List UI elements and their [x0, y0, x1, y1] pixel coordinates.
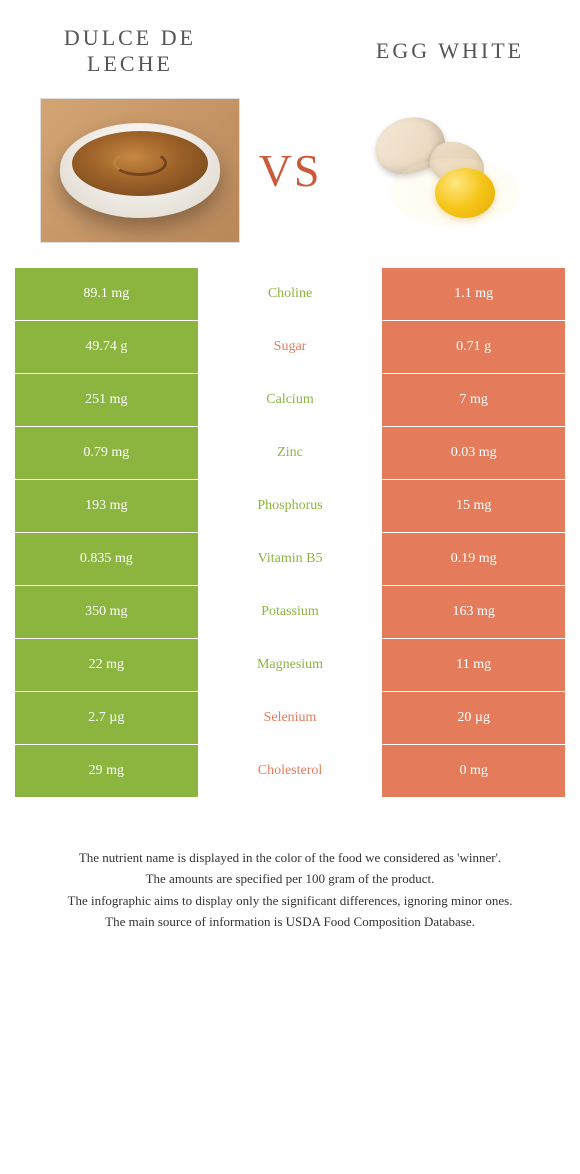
table-row: 0.79 mgZinc0.03 mg: [15, 427, 565, 480]
right-value-cell: 0.71 g: [382, 321, 565, 373]
nutrient-name-cell: Phosphorus: [199, 480, 383, 532]
nutrient-name-cell: Sugar: [199, 321, 383, 373]
right-value-cell: 15 mg: [382, 480, 565, 532]
nutrient-table: 89.1 mgCholine1.1 mg49.74 gSugar0.71 g25…: [15, 268, 565, 798]
left-value-cell: 350 mg: [15, 586, 199, 638]
left-value-cell: 2.7 µg: [15, 692, 199, 744]
table-row: 89.1 mgCholine1.1 mg: [15, 268, 565, 321]
right-value-cell: 0.19 mg: [382, 533, 565, 585]
left-value-cell: 49.74 g: [15, 321, 199, 373]
footer-line-1: The nutrient name is displayed in the co…: [25, 848, 555, 868]
table-row: 193 mgPhosphorus15 mg: [15, 480, 565, 533]
footer-line-2: The amounts are specified per 100 gram o…: [25, 869, 555, 889]
table-row: 49.74 gSugar0.71 g: [15, 321, 565, 374]
nutrient-name-cell: Potassium: [199, 586, 383, 638]
table-row: 350 mgPotassium163 mg: [15, 586, 565, 639]
left-value-cell: 22 mg: [15, 639, 199, 691]
footer-line-3: The infographic aims to display only the…: [25, 891, 555, 911]
table-row: 22 mgMagnesium11 mg: [15, 639, 565, 692]
right-value-cell: 0 mg: [382, 745, 565, 797]
right-value-cell: 1.1 mg: [382, 268, 565, 320]
infographic-container: DULCE DE LECHE EGG WHITE VS 89.1 mgCholi…: [0, 0, 580, 964]
nutrient-name-cell: Zinc: [199, 427, 383, 479]
right-value-cell: 11 mg: [382, 639, 565, 691]
nutrient-name-cell: Calcium: [199, 374, 383, 426]
nutrient-name-cell: Magnesium: [199, 639, 383, 691]
right-value-cell: 0.03 mg: [382, 427, 565, 479]
nutrient-name-cell: Vitamin B5: [199, 533, 383, 585]
right-food-title: EGG WHITE: [350, 38, 550, 64]
table-row: 251 mgCalcium7 mg: [15, 374, 565, 427]
left-value-cell: 89.1 mg: [15, 268, 199, 320]
images-row: VS: [0, 88, 580, 268]
header-titles: DULCE DE LECHE EGG WHITE: [0, 0, 580, 88]
table-row: 29 mgCholesterol0 mg: [15, 745, 565, 798]
right-value-cell: 7 mg: [382, 374, 565, 426]
left-value-cell: 0.79 mg: [15, 427, 199, 479]
right-value-cell: 20 µg: [382, 692, 565, 744]
left-food-title: DULCE DE LECHE: [30, 25, 230, 78]
right-value-cell: 163 mg: [382, 586, 565, 638]
nutrient-name-cell: Choline: [199, 268, 383, 320]
vs-label: VS: [259, 144, 322, 197]
nutrient-name-cell: Cholesterol: [199, 745, 383, 797]
table-row: 2.7 µgSelenium20 µg: [15, 692, 565, 745]
left-value-cell: 0.835 mg: [15, 533, 199, 585]
left-value-cell: 251 mg: [15, 374, 199, 426]
right-food-image: [340, 98, 540, 243]
footer-notes: The nutrient name is displayed in the co…: [0, 798, 580, 964]
footer-line-4: The main source of information is USDA F…: [25, 912, 555, 932]
nutrient-name-cell: Selenium: [199, 692, 383, 744]
left-food-image: [40, 98, 240, 243]
table-row: 0.835 mgVitamin B50.19 mg: [15, 533, 565, 586]
left-value-cell: 193 mg: [15, 480, 199, 532]
left-value-cell: 29 mg: [15, 745, 199, 797]
